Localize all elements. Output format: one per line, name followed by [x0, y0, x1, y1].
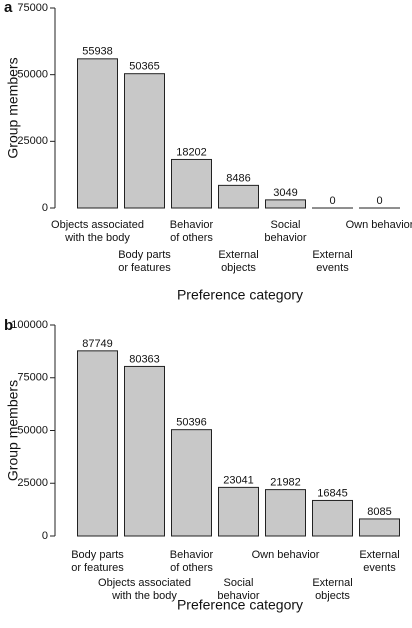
bar	[124, 365, 165, 537]
x-tick-label: Social behavior	[264, 219, 307, 244]
value-label: 0	[329, 195, 335, 207]
x-tick-label-line: Objects associated	[98, 577, 191, 589]
x-tick-label-line: External	[218, 249, 258, 261]
x-tick-label-line: External	[312, 577, 352, 589]
x-tick-label-line: behavior	[217, 590, 260, 602]
x-tick-label-line: objects	[315, 590, 350, 602]
value-label: 21982	[270, 477, 301, 489]
x-tick-label: Objects associated with the body	[51, 219, 144, 244]
x-tick-label-line: with the body	[64, 232, 130, 244]
x-tick-label-line: objects	[221, 262, 256, 274]
x-axis-label: Preference category	[177, 287, 303, 303]
x-tick-label: Own behavior	[346, 219, 412, 231]
x-tick-label: Social behavior	[217, 577, 260, 602]
x-tick-label-line: Objects associated	[51, 219, 144, 231]
bar	[218, 486, 259, 537]
x-tick-label-line: behavior	[264, 232, 307, 244]
x-tick-label: Body parts or features	[118, 249, 171, 274]
bar	[171, 158, 212, 209]
x-tick-label-line: Behavior	[170, 549, 214, 561]
y-tick-label: 50000	[17, 69, 48, 81]
bar	[312, 499, 353, 537]
x-tick-label: Own behavior	[252, 549, 320, 561]
x-tick-label-line: events	[316, 262, 349, 274]
x-tick-label-line: with the body	[111, 590, 177, 602]
bar	[77, 350, 118, 537]
y-tick-label: 50000	[17, 424, 48, 436]
x-tick-label-line: Body parts	[118, 249, 171, 261]
value-label: 8085	[367, 506, 391, 518]
value-label: 16845	[317, 487, 348, 499]
x-tick-label: External events	[359, 549, 399, 574]
value-label: 50396	[176, 417, 207, 429]
x-tick-label-line: of others	[170, 562, 213, 574]
value-label: 87749	[82, 338, 113, 350]
value-label: 55938	[82, 46, 113, 58]
bar	[77, 58, 118, 209]
x-tick-label-line: or features	[118, 262, 171, 274]
x-tick-label-line: of others	[170, 232, 213, 244]
bar	[359, 518, 400, 537]
x-tick-label-line: External	[359, 549, 399, 561]
x-tick-label-line: events	[363, 562, 396, 574]
value-label: 0	[376, 195, 382, 207]
panel-label: a	[4, 0, 13, 16]
x-tick-label: Behavior of others	[170, 219, 214, 244]
value-label: 8486	[226, 172, 250, 184]
x-tick-label-line: Own behavior	[252, 549, 320, 561]
value-label: 3049	[273, 187, 297, 199]
x-tick-label: Behavior of others	[170, 549, 214, 574]
bar	[124, 73, 165, 209]
bar	[265, 489, 306, 537]
value-label: 18202	[176, 146, 207, 158]
x-tick-label-line: Behavior	[170, 219, 214, 231]
bar	[171, 429, 212, 537]
panel-label: b	[4, 317, 13, 334]
value-label: 23041	[223, 474, 254, 486]
y-tick-label: 25000	[17, 135, 48, 147]
x-axis-label: Preference category	[177, 597, 303, 613]
x-tick-label-line: Body parts	[71, 549, 124, 561]
y-tick-label: 0	[42, 530, 48, 542]
x-tick-label-line: Own behavior	[346, 219, 412, 231]
bar	[265, 199, 306, 209]
x-tick-label-line: External	[312, 249, 352, 261]
y-axis-label: Group members	[5, 380, 21, 481]
y-tick-label: 25000	[17, 477, 48, 489]
y-axis-label: Group members	[5, 57, 21, 158]
value-label: 50365	[129, 61, 160, 73]
x-tick-label: External objects	[312, 577, 352, 602]
x-tick-label: Body parts or features	[71, 549, 124, 574]
y-tick-label: 75000	[17, 2, 48, 14]
x-tick-label: Objects associated with the body	[98, 577, 191, 602]
x-tick-label: External events	[312, 249, 352, 274]
value-label: 80363	[129, 353, 160, 365]
x-tick-label: External objects	[218, 249, 258, 274]
y-tick-label: 0	[42, 202, 48, 214]
x-tick-label-line: or features	[71, 562, 124, 574]
x-tick-label-line: Social	[271, 219, 301, 231]
y-tick-label: 75000	[17, 372, 48, 384]
bar	[218, 184, 259, 209]
y-tick-label: 100000	[11, 319, 48, 331]
x-tick-label-line: Social	[224, 577, 254, 589]
